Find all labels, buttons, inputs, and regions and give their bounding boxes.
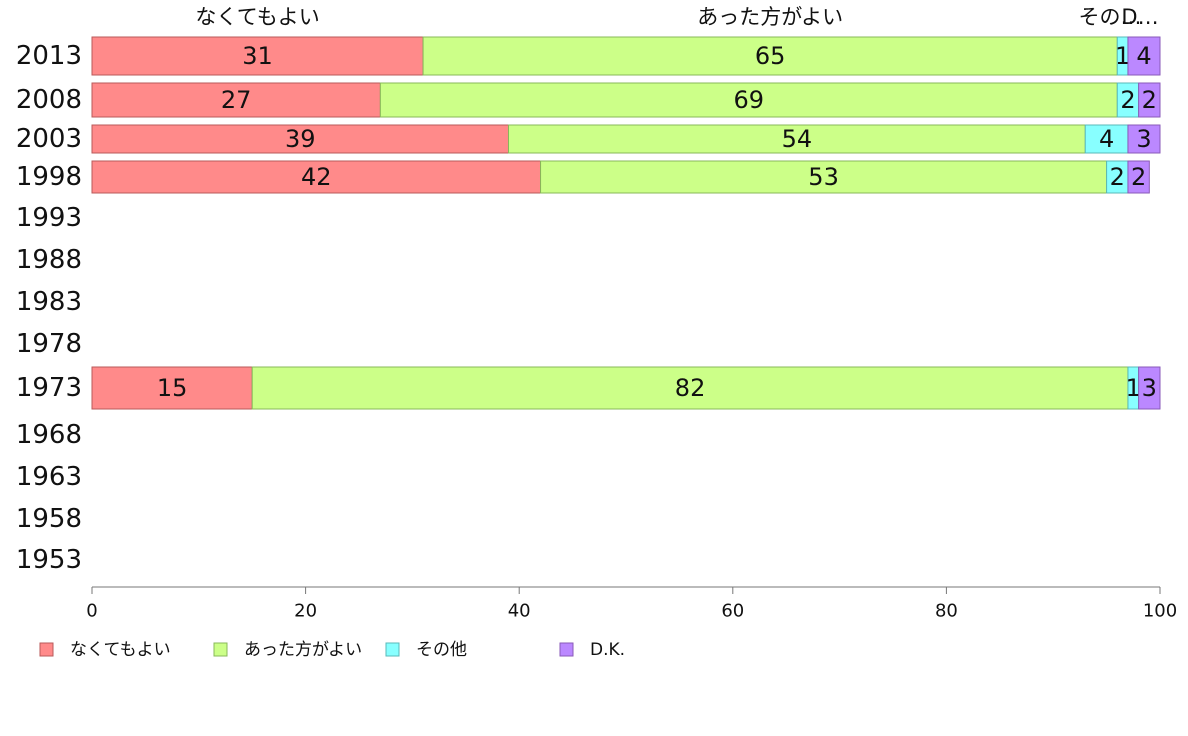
data-label-2008-series-3: 2 [1142, 86, 1157, 114]
data-label-1998-series-0: 42 [301, 163, 332, 191]
x-tick-label-60: 60 [721, 601, 744, 622]
bar-2013-series-0 [91, 36, 424, 76]
legend-label-2: その他 [416, 640, 467, 660]
x-axis: 0 20 40 60 80 100 [86, 586, 1177, 622]
bar-1998-series-1 [540, 160, 1108, 194]
bar-1998-series-0 [91, 160, 542, 194]
y-label-1978: 1978 [16, 329, 82, 359]
bar-2003-series-1 [508, 124, 1086, 154]
y-label-1963: 1963 [16, 462, 82, 492]
bar-2003-series-3 [1127, 124, 1161, 154]
bar-2013-series-1 [422, 36, 1118, 76]
y-label-1973: 1973 [16, 373, 82, 403]
data-label-2008-series-0: 27 [221, 86, 252, 114]
bar-1973-series-0 [91, 366, 253, 410]
y-label-1958: 1958 [16, 504, 82, 534]
y-label-1968: 1968 [16, 420, 82, 450]
top-label-0: なくてもよい [195, 5, 319, 29]
legend-swatch-3 [559, 642, 574, 657]
legend-label-1: あった方がよい [244, 640, 362, 660]
y-label-2013: 2013 [16, 41, 82, 71]
legend-swatch-0 [39, 642, 54, 657]
data-label-1998-series-2: 2 [1110, 163, 1125, 191]
y-label-1983: 1983 [16, 287, 82, 317]
x-tick-label-0: 0 [86, 601, 97, 622]
data-label-2008-series-1: 69 [734, 86, 765, 114]
y-label-2003: 2003 [16, 124, 82, 154]
legend: なくてもよい あった方がよい その他 D.K. [39, 640, 625, 660]
y-label-1988: 1988 [16, 245, 82, 275]
bar-2003-series-2 [1084, 124, 1129, 154]
data-label-2003-series-2: 4 [1099, 125, 1114, 153]
data-label-2013-series-3: 4 [1136, 42, 1151, 70]
x-tick-label-100: 100 [1143, 601, 1177, 622]
data-label-1973-series-1: 82 [675, 374, 706, 402]
data-label-2013-series-0: 31 [242, 42, 273, 70]
data-label-2003-series-3: 3 [1136, 125, 1151, 153]
x-tick-label-80: 80 [935, 601, 958, 622]
y-label-1998: 1998 [16, 162, 82, 192]
data-label-2003-series-1: 54 [782, 125, 813, 153]
top-label-1: あった方がよい [697, 5, 843, 29]
bar-2008-series-3 [1138, 82, 1161, 118]
bar-1973-series-1 [251, 366, 1129, 410]
bars: 31 65 1 427 69 2 239 54 4 342 53 2 215 82 1 3 [91, 36, 1161, 410]
x-tick-label-20: 20 [294, 601, 317, 622]
data-label-2003-series-0: 39 [285, 125, 316, 153]
data-label-2013-series-1: 65 [755, 42, 786, 70]
y-axis-year-labels: 2013 2008 2003 1998 1993 1988 1983 1978 1973 1968… [16, 41, 82, 575]
y-label-2008: 2008 [16, 85, 82, 115]
legend-label-0: なくてもよい [70, 640, 171, 660]
data-label-1973-series-3: 3 [1142, 374, 1157, 402]
legend-label-3: D.K. [590, 640, 625, 660]
data-label-2008-series-2: 2 [1120, 86, 1135, 114]
bar-1998-series-3 [1127, 160, 1150, 194]
y-label-1993: 1993 [16, 203, 82, 233]
data-label-1973-series-2: 1 [1126, 374, 1141, 402]
legend-swatch-1 [213, 642, 228, 657]
bar-2013-series-3 [1127, 36, 1161, 76]
bar-1973-series-3 [1138, 366, 1161, 410]
data-label-1998-series-3: 2 [1131, 163, 1146, 191]
data-label-1973-series-0: 15 [157, 374, 188, 402]
top-label-3: D… [1121, 5, 1158, 29]
x-tick-label-40: 40 [508, 601, 531, 622]
bar-2008-series-1 [379, 82, 1118, 118]
top-label-2: その… [1079, 5, 1142, 29]
top-category-labels: なくてもよい あった方がよい その…D… [195, 5, 1158, 29]
data-label-2013-series-2: 1 [1115, 42, 1130, 70]
legend-swatch-2 [385, 642, 400, 657]
y-label-1953: 1953 [16, 545, 82, 575]
bar-2003-series-0 [91, 124, 510, 154]
data-label-1998-series-1: 53 [808, 163, 839, 191]
